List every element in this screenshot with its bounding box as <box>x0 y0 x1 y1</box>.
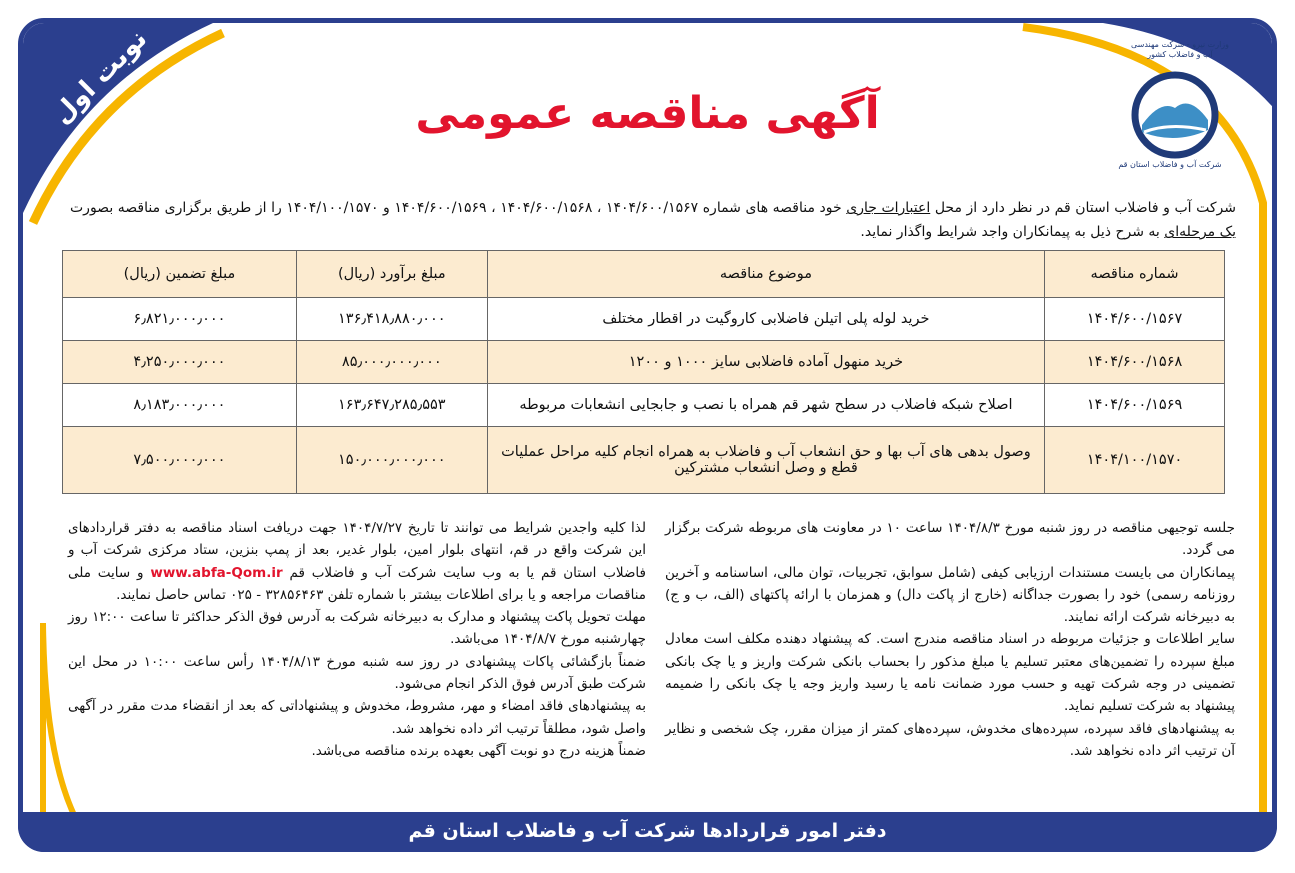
tender-guarantee: ۷٫۵۰۰٫۰۰۰٫۰۰۰ <box>62 426 297 494</box>
logo-header-text: وزارت نیرو - شرکت مهندسی آب و فاضلاب کشو… <box>1130 40 1230 59</box>
tender-number: ۱۴۰۴/۶۰۰/۱۵۶۸ <box>1044 340 1225 384</box>
tender-number: ۱۴۰۴/۶۰۰/۱۵۶۷ <box>1044 297 1225 341</box>
website-link[interactable]: www.abfa-Qom.ir <box>150 564 283 581</box>
header-subject: موضوع مناقصه <box>486 250 1046 298</box>
intro-underlined-funding: اعتبارات جاری <box>846 200 931 216</box>
intro-text: به شرح ذیل به پیمانکاران واجد شرایط واگذ… <box>860 224 1165 240</box>
invalid-deposit-text: به پیشنهادهای فاقد سپرده، سپرده‌های مخدو… <box>665 720 1235 759</box>
tender-estimate: ۱۳۶٫۴۱۸٫۸۸۰٫۰۰۰ <box>295 297 488 341</box>
briefing-session-text: جلسه توجیهی مناقصه در روز شنبه مورخ ۱۴۰۴… <box>665 520 1235 559</box>
table-row: ۱۴۰۴/۶۰۰/۱۵۶۸ خرید منهول آماده فاضلابی س… <box>62 340 1225 384</box>
opening-text: ضمناً بازگشائی پاکات پیشنهادی در روز سه … <box>68 653 646 693</box>
documents-text: لذا کلیه واجدین شرایط می توانند تا تاریخ… <box>68 520 647 581</box>
intro-text: شرکت آب و فاضلاب استان قم در نظر دارد از… <box>930 200 1236 216</box>
water-drop-logo-icon <box>1131 71 1219 159</box>
intro-paragraph: شرکت آب و فاضلاب استان قم در نظر دارد از… <box>70 196 1236 244</box>
tender-number: ۱۴۰۴/۱۰۰/۱۵۷۰ <box>1044 426 1225 494</box>
tenders-table: شماره مناقصه موضوع مناقصه مبلغ برآورد (ر… <box>62 250 1225 494</box>
deposit-text: سایر اطلاعات و جزئیات مربوطه در اسناد من… <box>665 631 1235 715</box>
qualification-documents-text: پیمانکاران می بایست مستندات ارزیابی کیفی… <box>665 564 1235 626</box>
table-row: ۱۴۰۴/۶۰۰/۱۵۶۷ خرید لوله پلی اتیلن فاضلاب… <box>62 297 1225 341</box>
tender-guarantee: ۶٫۸۲۱٫۰۰۰٫۰۰۰ <box>62 297 297 341</box>
table-row: ۱۴۰۴/۱۰۰/۱۵۷۰ وصول بدهی های آب بها و حق … <box>62 426 1225 494</box>
tender-guarantee: ۸٫۱۸۳٫۰۰۰٫۰۰۰ <box>62 383 297 427</box>
right-text-column: جلسه توجیهی مناقصه در روز شنبه مورخ ۱۴۰۴… <box>665 517 1235 762</box>
invalid-bids-text: به پیشنهادهای فاقد امضاء و مهر، مشروط، م… <box>68 698 646 737</box>
tender-subject: خرید لوله پلی اتیلن فاضلابی کاروگیت در ا… <box>486 297 1046 341</box>
tender-estimate: ۱۶۳٫۶۴۷٫۲۸۵٫۵۵۳ <box>295 383 488 427</box>
tender-estimate: ۸۵٫۰۰۰٫۰۰۰٫۰۰۰ <box>295 340 488 384</box>
ad-cost-text: ضمناً هزینه درج دو نوبت آگهی بعهده برنده… <box>311 742 646 759</box>
tender-number: ۱۴۰۴/۶۰۰/۱۵۶۹ <box>1044 383 1225 427</box>
table-header-row: شماره مناقصه موضوع مناقصه مبلغ برآورد (ر… <box>62 250 1225 298</box>
intro-underlined-stage: یک مرحله‌ای <box>1164 224 1236 240</box>
tender-guarantee: ۴٫۲۵۰٫۰۰۰٫۰۰۰ <box>62 340 297 384</box>
tender-subject: وصول بدهی های آب بها و حق انشعاب آب و فا… <box>486 426 1046 494</box>
left-text-column: لذا کلیه واجدین شرایط می توانند تا تاریخ… <box>68 517 646 762</box>
header-guarantee: مبلغ تضمین (ریال) <box>62 250 297 298</box>
page-title: آگهی مناقصه عمومی <box>415 88 880 139</box>
documents-receipt-text: لذا کلیه واجدین شرایط می توانند تا تاریخ… <box>68 517 646 606</box>
documents-text: و سایت ملی مناقصات مراجعه و یا برای اطلا… <box>68 564 646 603</box>
logo-company-text: شرکت آب و فاضلاب استان قم <box>1118 160 1222 169</box>
tender-subject: خرید منهول آماده فاضلابی سایز ۱۰۰۰ و ۱۲۰… <box>486 340 1046 384</box>
intro-text: خود مناقصه های شماره ۱۴۰۴/۶۰۰/۱۵۶۷ ، ۱۴۰… <box>70 200 847 216</box>
table-row: ۱۴۰۴/۶۰۰/۱۵۶۹ اصلاح شبکه فاضلاب در سطح ش… <box>62 383 1225 427</box>
header-estimate: مبلغ برآورد (ریال) <box>295 250 488 298</box>
submission-deadline-text: مهلت تحویل پاکت پیشنهاد و مدارک به دبیرخ… <box>68 609 646 648</box>
header-tender-number: شماره مناقصه <box>1044 250 1225 298</box>
tender-estimate: ۱۵۰٫۰۰۰٫۰۰۰٫۰۰۰ <box>295 426 488 494</box>
company-logo: وزارت نیرو - شرکت مهندسی آب و فاضلاب کشو… <box>1105 32 1245 177</box>
tender-subject: اصلاح شبکه فاضلاب در سطح شهر قم همراه با… <box>486 383 1046 427</box>
footer-banner: دفتر امور قراردادها شرکت آب و فاضلاب است… <box>18 812 1277 852</box>
